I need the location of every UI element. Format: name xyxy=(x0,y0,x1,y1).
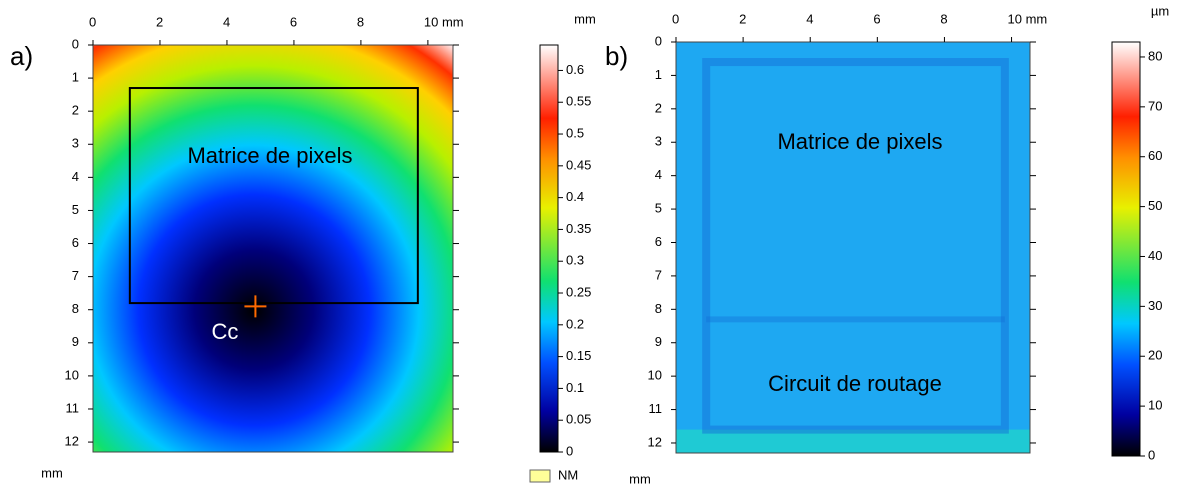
y-tick-label: 8 xyxy=(655,301,662,316)
colorbar-tick-label: 0.15 xyxy=(566,348,591,363)
colorbar-tick-label: 50 xyxy=(1148,198,1162,213)
colorbar-tick-label: 80 xyxy=(1148,48,1162,63)
plot-border xyxy=(92,44,454,453)
colorbar-tick-label: 40 xyxy=(1148,248,1162,263)
x-tick-label: 2 xyxy=(156,14,163,29)
x-unit: mm xyxy=(41,465,63,480)
x-tick-label: 8 xyxy=(357,14,364,29)
annotation: Matrice de pixels xyxy=(777,129,942,154)
panel-label: a) xyxy=(10,41,33,71)
colorbar-tick-label: 0 xyxy=(1148,447,1155,462)
y-tick-label: 3 xyxy=(655,134,662,149)
y-tick-label: 0 xyxy=(655,33,662,48)
x-tick-label: 0 xyxy=(672,11,679,26)
colorbar-tick-label: 20 xyxy=(1148,348,1162,363)
x-tick-label: 10 mm xyxy=(1008,11,1048,26)
pixel-matrix-outline xyxy=(128,87,419,305)
x-tick-label: 8 xyxy=(940,11,947,26)
y-tick-label: 5 xyxy=(655,201,662,216)
x-tick-label: 6 xyxy=(290,14,297,29)
y-tick-label: 12 xyxy=(65,434,79,449)
colorbar-tick-label: 0.6 xyxy=(566,62,584,77)
panel-label: b) xyxy=(605,41,628,71)
center-marker xyxy=(244,295,267,318)
y-tick-label: 3 xyxy=(72,136,79,151)
y-tick-label: 5 xyxy=(72,202,79,217)
colorbar-tick-label: 0.3 xyxy=(566,253,584,268)
y-tick-label: 1 xyxy=(655,67,662,82)
x-tick-label: 6 xyxy=(873,11,880,26)
colorbar xyxy=(1111,41,1141,457)
colorbar-tick-label: 0.55 xyxy=(566,94,591,109)
y-tick-label: 0 xyxy=(72,36,79,51)
x-unit: mm xyxy=(629,471,651,486)
y-tick-label: 6 xyxy=(655,234,662,249)
annotation: Cc xyxy=(212,319,239,344)
annotation: Circuit de routage xyxy=(768,371,942,396)
colorbar-tick-label: 0.1 xyxy=(566,380,584,395)
y-tick-label: 8 xyxy=(72,301,79,316)
x-tick-label: 4 xyxy=(806,11,813,26)
y-tick-label: 11 xyxy=(649,401,663,416)
missing-swatch xyxy=(529,469,551,483)
x-tick-label: 10 mm xyxy=(424,14,464,29)
plot-border xyxy=(675,41,1031,454)
colorbar-tick-label: 70 xyxy=(1148,98,1162,113)
heatmap-edge xyxy=(676,429,1030,453)
y-tick-label: 2 xyxy=(72,103,79,118)
y-tick-label: 11 xyxy=(66,400,80,415)
heatmap-image xyxy=(93,45,453,452)
colorbar-tick-label: 0 xyxy=(566,443,573,458)
x-tick-label: 2 xyxy=(739,11,746,26)
colorbar-unit: mm xyxy=(574,11,596,26)
y-tick-label: 9 xyxy=(72,334,79,349)
colorbar-tick-label: 0.35 xyxy=(566,221,591,236)
y-tick-label: 1 xyxy=(72,70,79,85)
colorbar-tick-label: 0.2 xyxy=(566,316,584,331)
y-tick-label: 7 xyxy=(72,268,79,283)
y-tick-label: 4 xyxy=(72,169,79,184)
y-tick-label: 9 xyxy=(655,334,662,349)
colorbar xyxy=(539,44,559,453)
heatmap-image xyxy=(676,42,1030,453)
colorbar-tick-label: 10 xyxy=(1148,398,1162,413)
colorbar-tick-label: 0.05 xyxy=(566,412,591,427)
colorbar-tick-label: 30 xyxy=(1148,298,1162,313)
y-tick-label: 2 xyxy=(655,100,662,115)
frame-outline xyxy=(702,58,1009,434)
y-tick-label: 6 xyxy=(72,235,79,250)
x-tick-label: 4 xyxy=(223,14,230,29)
y-tick-label: 10 xyxy=(648,368,662,383)
x-tick-label: 0 xyxy=(89,14,96,29)
y-tick-label: 12 xyxy=(648,434,662,449)
colorbar-tick-label: 60 xyxy=(1148,148,1162,163)
missing-label: NM xyxy=(558,467,578,482)
y-tick-label: 10 xyxy=(65,367,79,382)
colorbar-tick-label: 0.45 xyxy=(566,157,591,172)
colorbar-tick-label: 0.25 xyxy=(566,284,591,299)
annotation: Matrice de pixels xyxy=(187,143,352,168)
colorbar-unit: µm xyxy=(1151,3,1169,18)
y-tick-label: 4 xyxy=(655,167,662,182)
y-tick-label: 7 xyxy=(655,267,662,282)
colorbar-tick-label: 0.5 xyxy=(566,125,584,140)
colorbar-tick-label: 0.4 xyxy=(566,189,584,204)
